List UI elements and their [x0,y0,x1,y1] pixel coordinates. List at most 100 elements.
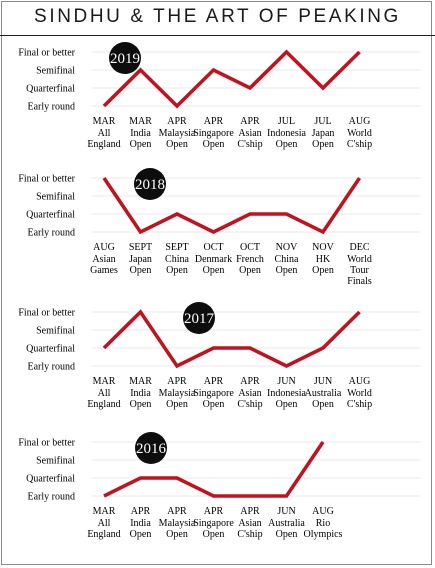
y-tick-label: Final or better [18,48,75,59]
x-event-label: Open [130,399,152,410]
x-month-label: AUG [312,506,334,517]
y-tick-label: Early round [28,228,76,239]
y-tick-label: Quarterfinal [26,210,75,221]
x-month-label: OCT [204,242,224,253]
x-event-label: Tour [350,265,369,276]
x-event-label: Japan [129,254,152,265]
x-month-label: APR [240,116,260,127]
x-event-label: All [98,518,111,529]
x-month-label: MAR [129,376,152,387]
x-event-label: Singapore [193,128,234,139]
x-month-label: APR [167,506,187,517]
x-event-label: Asian [92,254,115,265]
x-event-label: C'ship [347,139,372,150]
x-month-label: APR [131,506,151,517]
x-event-label: Games [90,265,118,276]
x-event-label: India [130,518,151,529]
y-tick-label: Final or better [18,308,75,319]
year-badge [183,302,215,334]
x-month-label: JUL [314,116,331,127]
series-line [102,49,361,109]
x-event-label: Australia [268,518,305,529]
x-month-label: NOV [276,242,298,253]
y-tick-label: Final or better [18,438,75,449]
x-event-label: World [347,128,372,139]
x-event-label: Open [130,139,152,150]
x-event-label: England [87,139,120,150]
x-month-label: AUG [349,116,371,127]
x-event-label: HK [316,254,331,265]
x-event-label: Open [203,265,225,276]
y-tick-label: Early round [28,102,76,113]
x-month-label: APR [204,376,224,387]
year-badge-label: 2016 [136,441,167,457]
x-month-label: JUN [277,506,295,517]
x-event-label: Asian [238,388,261,399]
x-month-label: MAR [93,116,116,127]
year-badge [109,42,141,74]
x-month-label: APR [240,376,260,387]
x-month-label: MAR [129,116,152,127]
x-event-label: World [347,254,372,265]
x-event-label: Open [276,529,298,540]
x-event-label: World [347,388,372,399]
y-tick-label: Early round [28,492,76,503]
year-badge [135,432,167,464]
x-event-label: China [165,254,189,265]
x-event-label: England [87,399,120,410]
y-tick-label: Semifinal [36,456,75,467]
x-month-label: JUN [314,376,332,387]
y-tick-label: Quarterfinal [26,84,75,95]
x-event-label: Malaysia [159,518,196,529]
x-event-label: All [98,388,111,399]
x-event-label: Malaysia [159,388,196,399]
x-event-label: Open [276,265,298,276]
y-tick-label: Final or better [18,174,75,185]
year-badge [134,168,166,200]
x-event-label: Asian [238,518,261,529]
x-month-label: DEC [350,242,370,253]
x-event-label: C'ship [237,529,262,540]
x-event-label: England [87,529,120,540]
x-event-label: Open [203,529,225,540]
x-month-label: APR [167,116,187,127]
x-event-label: Open [312,265,334,276]
x-event-label: Rio [316,518,330,529]
x-month-label: MAR [93,376,116,387]
x-event-label: Open [312,399,334,410]
x-event-label: Open [166,265,188,276]
x-month-label: NOV [312,242,334,253]
x-event-label: Olympics [304,529,343,540]
x-event-label: India [130,388,151,399]
chart-title: SINDHU & THE ART OF PEAKING [34,6,401,27]
x-event-label: Japan [312,128,335,139]
x-event-label: Open [312,139,334,150]
x-event-label: Indonesia [267,388,306,399]
x-event-label: Singapore [193,388,234,399]
year-badge-label: 2018 [135,177,165,193]
year-badge-label: 2017 [184,311,215,327]
x-event-label: Finals [347,276,372,287]
x-event-label: Denmark [195,254,232,265]
year-badge-label: 2019 [110,51,140,67]
y-tick-label: Quarterfinal [26,344,75,355]
x-event-label: India [130,128,151,139]
series-line [102,176,361,235]
x-event-label: French [236,254,264,265]
x-event-label: Open [203,139,225,150]
x-event-label: C'ship [237,399,262,410]
x-event-label: Open [166,529,188,540]
y-tick-label: Semifinal [36,66,75,77]
x-month-label: JUN [277,376,295,387]
y-tick-label: Early round [28,362,76,373]
x-month-label: APR [204,116,224,127]
x-month-label: SEPT [165,242,188,253]
x-month-label: APR [240,506,260,517]
x-event-label: Malaysia [159,128,196,139]
x-event-label: Open [130,529,152,540]
x-month-label: APR [167,376,187,387]
x-event-label: Open [203,399,225,410]
y-tick-label: Quarterfinal [26,474,75,485]
